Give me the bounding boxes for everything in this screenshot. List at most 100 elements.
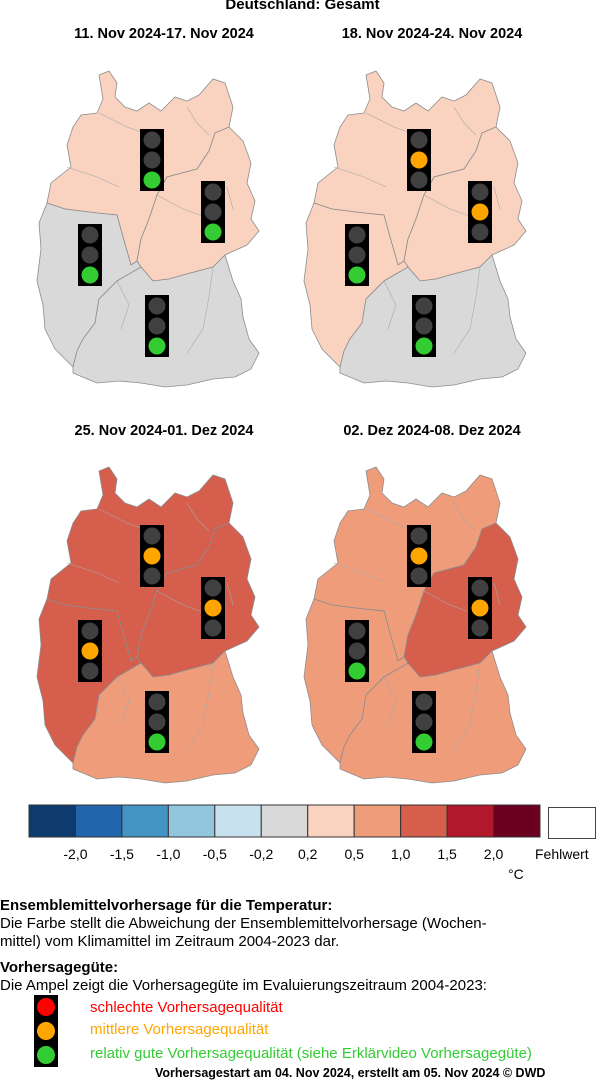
legend-good-quality: relativ gute Vorhersagequalität (siehe E… [90,1045,532,1062]
colorbar-tick-label: 1,0 [390,846,411,862]
page-title: Deutschland: Gesamt [225,0,380,13]
colorbar-tick-label: -2,0 [63,846,88,862]
traffic-light-lamp-green [415,733,433,751]
traffic-light-north [140,129,164,191]
legend-lamp-red [37,998,55,1016]
traffic-light-lamp-green [148,337,166,355]
traffic-light-lamp-red [471,579,489,597]
legend-medium-quality: mittlere Vorhersagequalität [90,1021,269,1038]
traffic-light-lamp-red [81,226,99,244]
colorbar-segment [167,804,216,838]
footer-credit: Vorhersagestart am 04. Nov 2024, erstell… [155,1066,546,1080]
traffic-light-west [78,224,102,286]
panel-title-1: 11. Nov 2024-17. Nov 2024 [74,26,254,42]
traffic-light-west [345,620,369,682]
state-border [453,502,477,532]
traffic-light-lamp-green [348,266,366,284]
state-border [493,186,501,210]
state-border [116,280,130,330]
traffic-light-lamp-red [415,693,433,711]
traffic-light-lamp-orange [410,151,428,169]
state-border [226,186,234,210]
legend-bad-quality: schlechte Vorhersagequalität [90,999,283,1016]
traffic-light-lamp-green [204,223,222,241]
colorbar-tick-label: 2,0 [483,846,504,862]
panel-title-3: 25. Nov 2024-01. Dez 2024 [74,423,254,439]
traffic-light-south [412,295,436,357]
traffic-light-lamp-green [81,662,99,680]
state-border [156,194,206,218]
state-border [423,590,473,614]
colorbar-segment [28,804,76,838]
colorbar-segment [214,804,262,838]
traffic-light-lamp-red [81,622,99,640]
traffic-light-lamp-red [143,131,161,149]
traffic-light-lamp-orange [204,599,222,617]
traffic-light-lamp-green [415,337,433,355]
traffic-light-lamp-orange [471,599,489,617]
traffic-light-lamp-red [410,527,428,545]
colorbar-segment [260,804,309,838]
colorbar-segment [493,804,541,838]
traffic-light-lamp-red [148,297,166,315]
traffic-light-lamp-orange [143,151,161,169]
panel-title-2: 18. Nov 2024-24. Nov 2024 [341,26,523,42]
missing-value-label: Fehlwert [535,846,589,862]
colorbar-tick-label: 1,5 [437,846,457,862]
traffic-light-lamp-orange [471,203,489,221]
state-border [453,266,481,354]
traffic-light-lamp-orange [143,547,161,565]
traffic-light-west [345,224,369,286]
colorbar-tick-label: 0,5 [344,846,364,862]
state-border [186,106,210,136]
state-border [66,562,120,584]
traffic-light-lamp-red [348,226,366,244]
traffic-light-lamp-orange [148,317,166,335]
traffic-light-lamp-orange [204,203,222,221]
traffic-light-lamp-green [471,619,489,637]
traffic-light-lamp-orange [415,713,433,731]
map-panel-1 [36,70,260,388]
state-border [383,280,397,330]
state-border [453,106,477,136]
traffic-light-lamp-orange [81,246,99,264]
colorbar-unit: °C [508,866,524,882]
text-quality: Die Ampel zeigt die Vorhersagegüte im Ev… [0,977,487,994]
traffic-light-lamp-red [471,183,489,201]
state-border [66,166,120,188]
traffic-light-lamp-green [204,619,222,637]
text-temperature-line1: Die Farbe stellt die Abweichung der Ense… [0,915,487,932]
traffic-light-lamp-red [148,693,166,711]
panel-title-4: 02. Dez 2024-08. Dez 2024 [343,423,521,439]
missing-value-box [548,807,596,839]
traffic-light-south [145,691,169,753]
traffic-light-lamp-orange [410,547,428,565]
colorbar-tick-label: 0,2 [297,846,318,862]
traffic-light-east [468,577,492,639]
state-border [186,662,214,750]
traffic-light-east [201,577,225,639]
map-panel-2 [303,70,527,388]
colorbar-segment [121,804,169,838]
traffic-light-lamp-red [415,297,433,315]
heading-temperature: Ensemblemittelvorhersage für die Tempera… [0,897,333,914]
colorbar-segment [446,804,495,838]
legend-traffic-light [34,995,58,1067]
traffic-light-lamp-green [143,171,161,189]
colorbar [28,804,541,838]
colorbar-tick-label: -0,2 [249,846,274,862]
state-border [186,266,214,354]
heading-quality: Vorhersagegüte: [0,959,119,976]
traffic-light-lamp-orange [81,642,99,660]
colorbar-segment [400,804,448,838]
traffic-light-lamp-green [471,223,489,241]
traffic-light-lamp-red [410,131,428,149]
state-border [453,662,481,750]
legend-lamp-green [37,1046,55,1064]
state-border [226,582,234,606]
traffic-light-north [407,129,431,191]
colorbar-tick-label: -1,5 [109,846,134,862]
colorbar-segment [307,804,355,838]
traffic-light-west [78,620,102,682]
state-border [333,562,387,584]
